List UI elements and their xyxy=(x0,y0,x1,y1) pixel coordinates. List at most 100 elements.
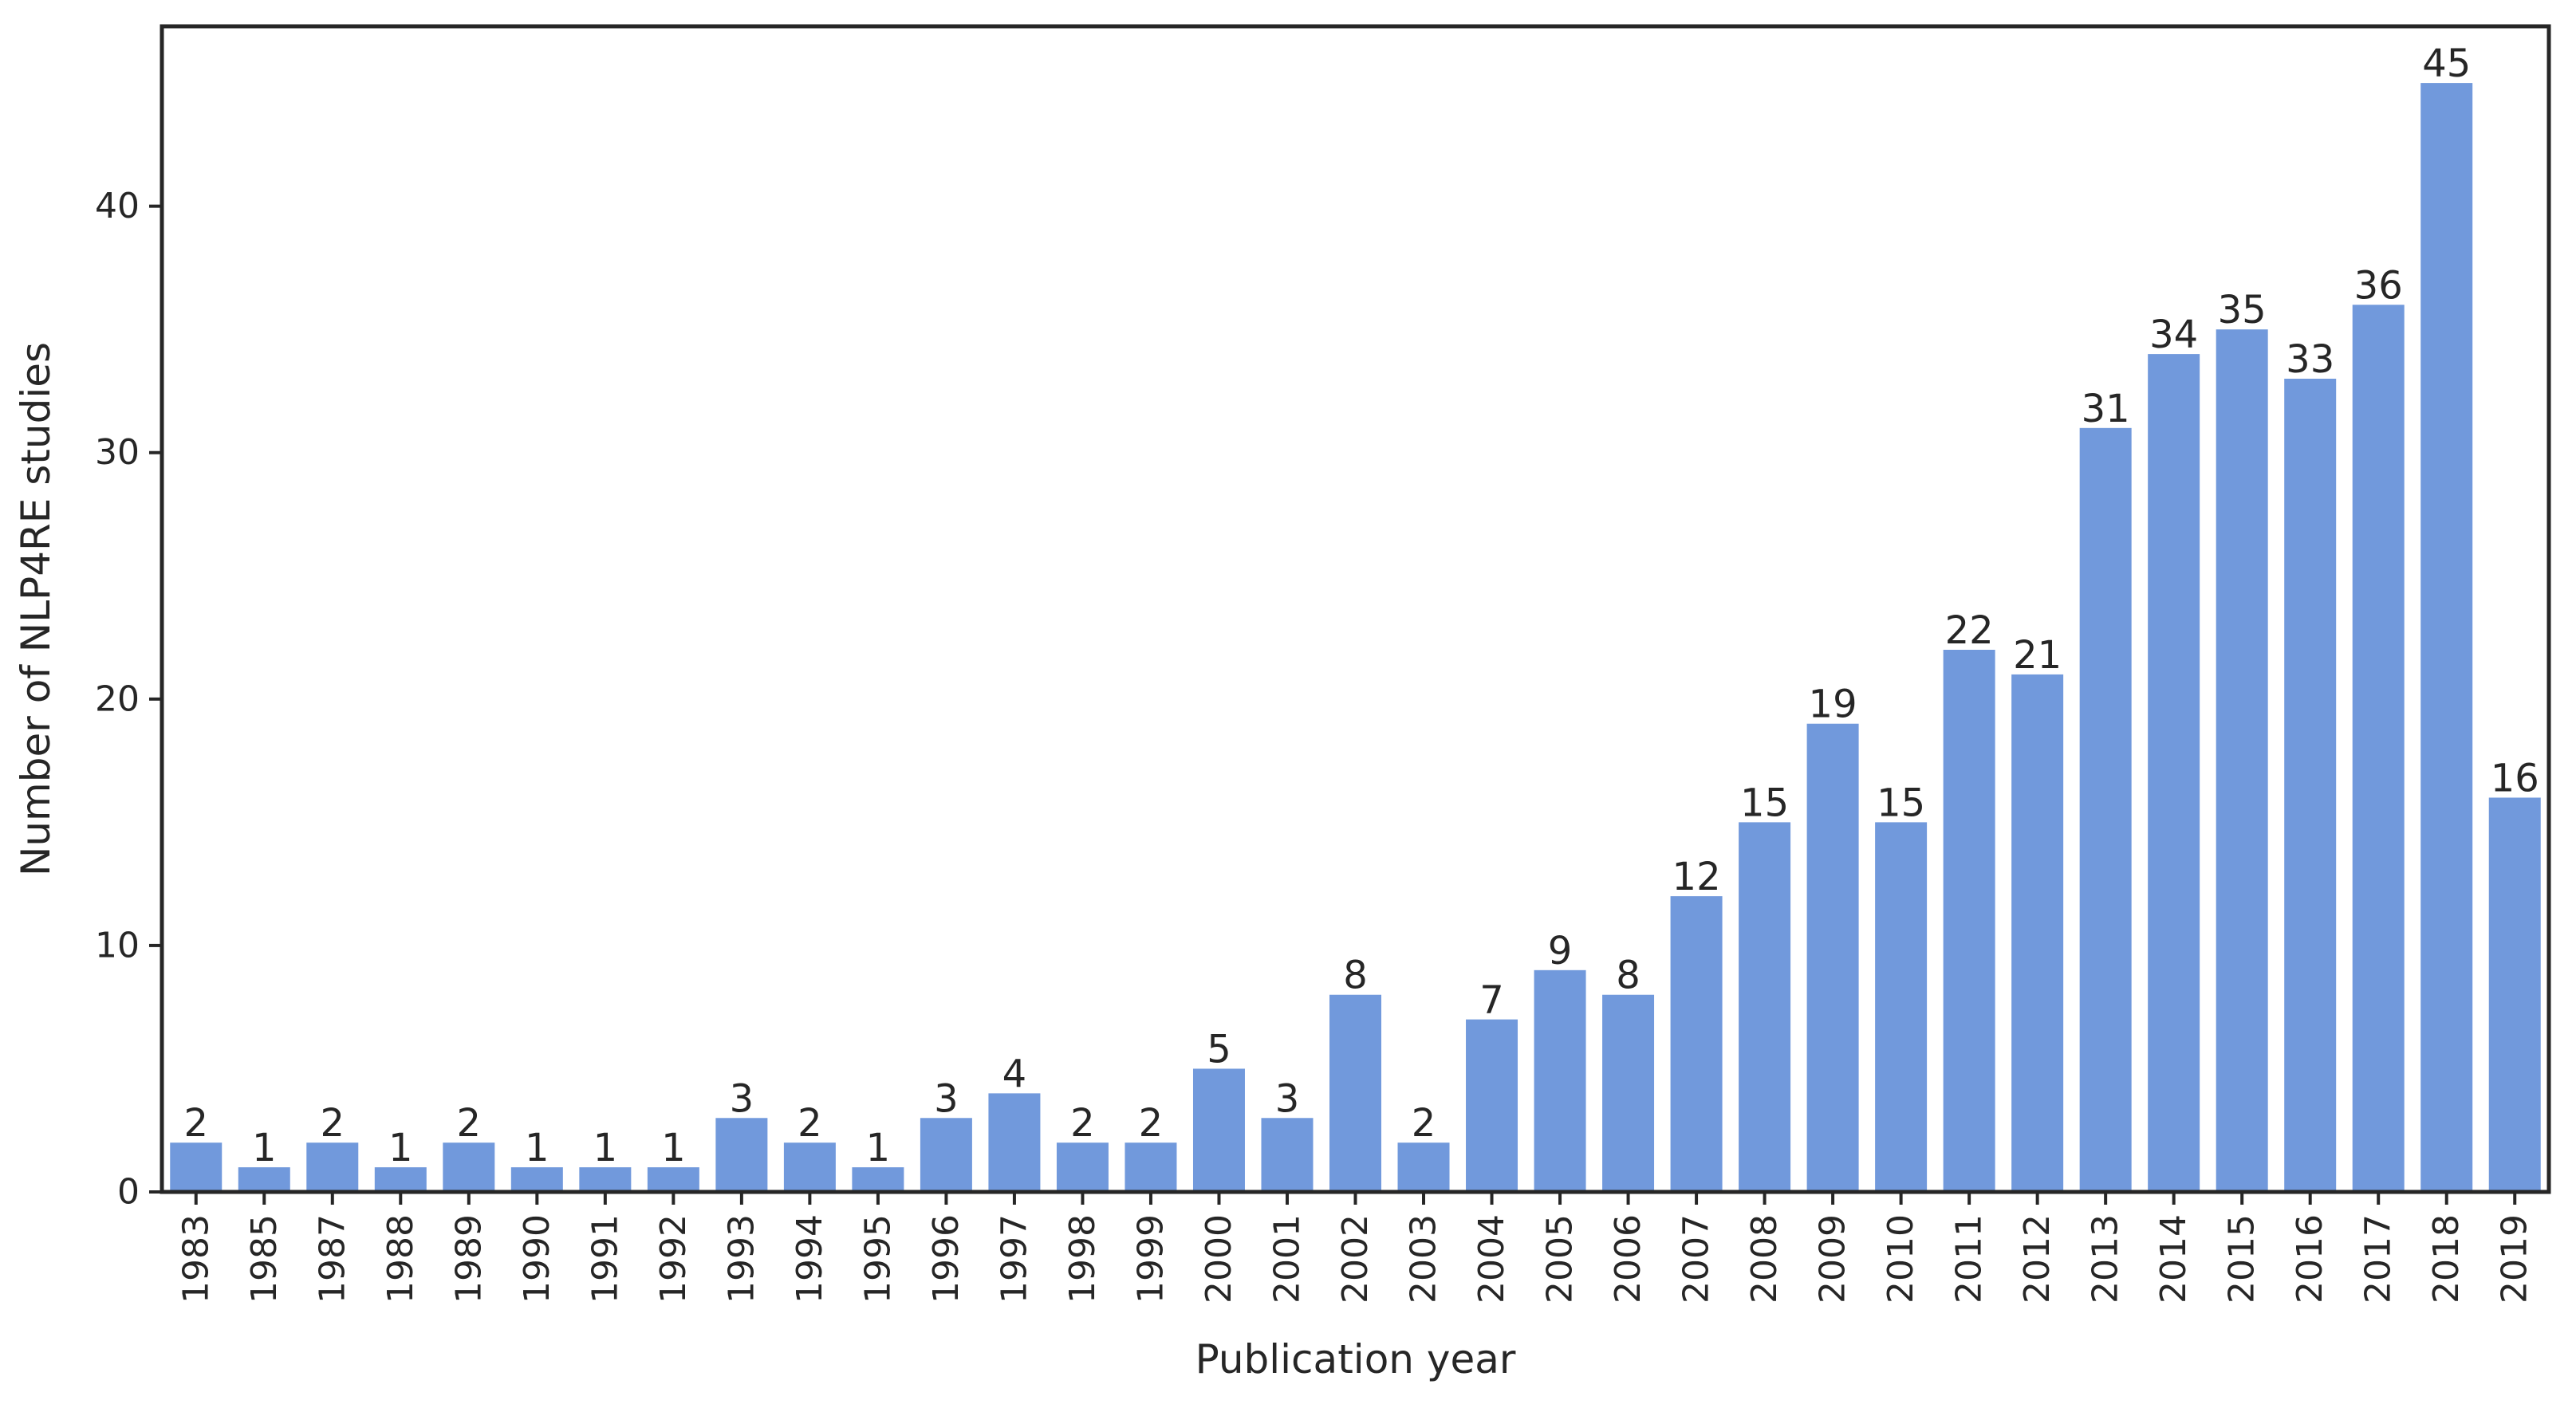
bar-value-label-1989: 2 xyxy=(457,1101,482,1146)
bar-2019 xyxy=(2488,797,2541,1192)
x-tick-label-1992: 1992 xyxy=(653,1214,694,1304)
x-tick-label-2018: 2018 xyxy=(2426,1214,2467,1304)
x-tick-label-2014: 2014 xyxy=(2153,1214,2194,1304)
bar-value-label-2010: 15 xyxy=(1877,781,1925,825)
bar-value-label-1995: 1 xyxy=(866,1126,891,1170)
x-tick-label-1997: 1997 xyxy=(994,1214,1034,1304)
bar-value-label-2008: 15 xyxy=(1740,781,1789,825)
x-tick-label-1985: 1985 xyxy=(244,1214,285,1304)
bar-value-label-2019: 16 xyxy=(2491,756,2539,800)
bar-value-label-1999: 2 xyxy=(1139,1101,1164,1146)
bar-2003 xyxy=(1397,1142,1450,1192)
x-tick-label-2011: 2011 xyxy=(1949,1214,1990,1304)
bar-value-label-1994: 2 xyxy=(798,1101,822,1146)
bars-group xyxy=(170,83,2541,1193)
bar-value-label-2014: 34 xyxy=(2149,313,2198,357)
y-tick-label-0: 0 xyxy=(117,1172,140,1213)
bar-1993 xyxy=(715,1118,768,1192)
x-tick-label-2001: 2001 xyxy=(1266,1214,1307,1304)
x-tick-label-2008: 2008 xyxy=(1744,1214,1785,1304)
bar-1996 xyxy=(920,1118,972,1192)
bar-value-label-1985: 1 xyxy=(252,1126,277,1170)
x-tick-label-1996: 1996 xyxy=(926,1214,967,1304)
bar-2014 xyxy=(2148,354,2200,1192)
bar-1988 xyxy=(374,1167,427,1192)
bar-2008 xyxy=(1739,822,1791,1192)
x-tick-label-1989: 1989 xyxy=(448,1214,489,1304)
bar-value-label-1992: 1 xyxy=(661,1126,686,1170)
x-tick-label-2007: 2007 xyxy=(1676,1214,1717,1304)
bar-value-label-2001: 3 xyxy=(1275,1076,1300,1121)
bar-1987 xyxy=(306,1142,359,1192)
bar-value-label-2006: 8 xyxy=(1616,954,1641,998)
bar-1994 xyxy=(783,1142,836,1192)
x-tick-label-1999: 1999 xyxy=(1130,1214,1171,1304)
bar-1995 xyxy=(852,1167,904,1192)
y-ticks-group: 0 10 20 30 40 xyxy=(95,186,162,1213)
bar-2004 xyxy=(1466,1019,1518,1192)
bar-1991 xyxy=(579,1167,632,1192)
x-tick-label-1990: 1990 xyxy=(517,1214,557,1304)
x-tick-label-2005: 2005 xyxy=(1540,1214,1581,1304)
bar-1990 xyxy=(510,1167,563,1192)
x-ticks-group: 1983 1985 1987 1988 1989 1990 1991 1992 1993 1994… xyxy=(175,1192,2535,1304)
bar-2007 xyxy=(1670,896,1723,1192)
x-tick-label-1995: 1995 xyxy=(857,1214,898,1304)
bar-2013 xyxy=(2079,427,2132,1192)
y-tick-label-10: 10 xyxy=(95,925,140,965)
x-tick-label-1987: 1987 xyxy=(312,1214,353,1304)
x-tick-label-2009: 2009 xyxy=(1813,1214,1853,1304)
y-tick-label-30: 30 xyxy=(95,432,140,473)
y-tick-label-40: 40 xyxy=(95,186,140,226)
bar-value-label-1993: 3 xyxy=(730,1076,754,1121)
bar-value-label-2004: 7 xyxy=(1479,978,1504,1023)
bar-value-label-2007: 12 xyxy=(1672,855,1721,899)
bar-1998 xyxy=(1056,1142,1109,1192)
bar-2017 xyxy=(2352,305,2405,1193)
bar-value-label-2005: 9 xyxy=(1548,929,1573,973)
bar-2001 xyxy=(1261,1118,1314,1192)
bar-2012 xyxy=(2011,674,2064,1192)
bar-value-label-1998: 2 xyxy=(1070,1101,1095,1146)
x-tick-label-2010: 2010 xyxy=(1881,1214,1921,1304)
x-tick-label-1991: 1991 xyxy=(585,1214,625,1304)
bar-value-label-2011: 22 xyxy=(1945,608,1994,653)
bar-value-label-1983: 2 xyxy=(183,1101,208,1146)
x-tick-label-2004: 2004 xyxy=(1471,1214,1512,1304)
x-tick-label-1988: 1988 xyxy=(380,1214,421,1304)
bar-2018 xyxy=(2420,83,2473,1192)
bar-2002 xyxy=(1329,994,1381,1192)
bar-1997 xyxy=(988,1093,1041,1192)
bar-value-label-2012: 21 xyxy=(2013,633,2062,678)
x-tick-label-2006: 2006 xyxy=(1608,1214,1648,1304)
x-tick-label-2016: 2016 xyxy=(2290,1214,2330,1304)
bar-value-label-2017: 36 xyxy=(2354,263,2403,308)
bar-2000 xyxy=(1192,1068,1245,1192)
bar-value-label-2016: 33 xyxy=(2286,337,2334,382)
x-tick-label-2012: 2012 xyxy=(2017,1214,2058,1304)
x-tick-label-2019: 2019 xyxy=(2495,1214,2535,1304)
y-axis-title: Number of NLP4RE studies xyxy=(13,342,59,876)
bar-value-label-1991: 1 xyxy=(593,1126,618,1170)
bar-1989 xyxy=(443,1142,495,1192)
x-tick-label-1998: 1998 xyxy=(1062,1214,1103,1304)
plot-frame xyxy=(160,24,2551,1194)
bar-value-label-2002: 8 xyxy=(1343,954,1368,998)
bar-1999 xyxy=(1125,1142,1177,1192)
bar-value-label-1997: 4 xyxy=(1002,1052,1027,1096)
bar-value-label-2018: 45 xyxy=(2422,41,2471,86)
bar-value-label-2009: 19 xyxy=(1809,682,1857,727)
x-tick-label-2002: 2002 xyxy=(1335,1214,1376,1304)
x-tick-label-2015: 2015 xyxy=(2222,1214,2263,1304)
x-axis-title: Publication year xyxy=(1195,1336,1516,1382)
x-tick-label-2013: 2013 xyxy=(2086,1214,2126,1304)
bar-1985 xyxy=(238,1167,290,1192)
bar-value-label-2013: 31 xyxy=(2082,387,2130,431)
bar-value-label-1996: 3 xyxy=(934,1076,959,1121)
bar-2015 xyxy=(2216,329,2268,1192)
bar-value-label-2000: 5 xyxy=(1207,1027,1231,1072)
x-tick-label-1994: 1994 xyxy=(790,1214,830,1304)
x-tick-label-2017: 2017 xyxy=(2358,1214,2399,1304)
